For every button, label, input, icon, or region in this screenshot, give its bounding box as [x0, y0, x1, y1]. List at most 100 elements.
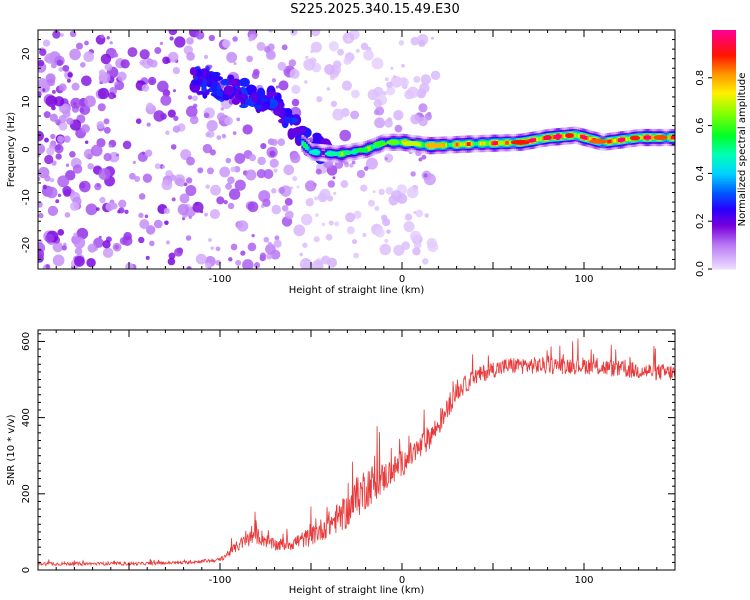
noise-blob	[62, 185, 72, 196]
noise-blob	[109, 41, 113, 45]
chart-title: S225.2025.340.15.49.E30	[290, 2, 460, 17]
signal-band-segment	[468, 142, 472, 146]
noise-blob	[300, 261, 304, 265]
noise-blob	[285, 188, 290, 193]
noise-blob	[419, 82, 430, 94]
noise-blob	[271, 188, 277, 194]
signal-band-segment	[541, 136, 545, 141]
noise-blob	[260, 97, 269, 102]
colorbar-segment	[712, 187, 736, 190]
noise-blob	[67, 72, 73, 78]
noise-blob	[103, 118, 110, 125]
signal-band-segment	[443, 143, 447, 147]
noise-blob	[96, 183, 100, 188]
colorbar-segment	[712, 41, 736, 45]
noise-blob	[123, 231, 132, 241]
colorbar-segment	[712, 171, 736, 174]
colorbar-segment	[712, 195, 736, 198]
signal-band-segment	[556, 134, 560, 139]
colorbar-segment	[712, 30, 736, 33]
colorbar-segment	[712, 155, 736, 159]
noise-blob	[87, 243, 97, 253]
noise-blob	[363, 166, 369, 171]
noise-blob	[203, 54, 209, 60]
colorbar-segment	[712, 251, 736, 254]
colorbar-segment	[712, 39, 736, 43]
signal-band-segment	[552, 135, 556, 139]
colorbar-segment	[712, 233, 736, 236]
noise-blob	[209, 149, 216, 156]
noise-blob	[413, 241, 422, 249]
noise-blob	[256, 87, 266, 99]
colorbar-segment	[712, 47, 736, 51]
signal-peak	[324, 151, 341, 157]
noise-blob	[341, 80, 352, 91]
signal-band-segment	[366, 146, 370, 151]
noise-blob	[51, 89, 56, 94]
signal-band-segment	[485, 141, 489, 146]
noise-blob	[255, 104, 263, 110]
signal-peak	[510, 139, 530, 145]
noise-blob	[97, 87, 110, 100]
noise-blob	[169, 174, 176, 181]
noise-blob	[216, 196, 225, 205]
colorbar-segment	[712, 97, 736, 101]
noise-blob	[418, 40, 426, 48]
noise-blob	[95, 207, 100, 212]
noise-blob	[205, 132, 211, 138]
noise-blob	[260, 143, 267, 150]
noise-blob	[233, 61, 237, 66]
noise-blob	[274, 235, 280, 241]
noise-blob	[349, 163, 354, 168]
noise-blob	[72, 164, 83, 174]
noise-blob	[257, 156, 266, 166]
colorbar-segment	[712, 253, 736, 256]
noise-blob	[79, 104, 91, 115]
noise-blob	[222, 39, 231, 49]
noise-blob	[290, 152, 301, 164]
signal-band-segment	[497, 141, 501, 145]
colorbar-segment	[712, 179, 736, 182]
signal-band-segment	[587, 136, 590, 141]
noise-blob	[385, 186, 394, 195]
signal-band-segment	[576, 133, 580, 138]
noise-blob	[52, 254, 65, 267]
noise-blob	[206, 120, 218, 132]
noise-blob	[234, 152, 246, 164]
noise-blob	[251, 233, 255, 238]
noise-blob	[322, 256, 327, 262]
noise-blob	[295, 128, 307, 134]
noise-blob	[102, 247, 114, 258]
colorbar-segment	[712, 53, 736, 57]
noise-blob	[219, 166, 231, 178]
colorbar-segment	[712, 61, 736, 65]
signal-band-segment	[401, 140, 405, 145]
spectrogram-x-tick-label: -100	[209, 274, 232, 285]
signal-band-segment	[616, 138, 620, 143]
signal-band-segment	[319, 150, 323, 155]
noise-blob	[62, 64, 70, 72]
colorbar-segment	[712, 33, 736, 37]
noise-blob	[187, 95, 193, 100]
signal-band-segment	[465, 142, 469, 147]
noise-blob	[144, 214, 149, 219]
signal-band-segment	[352, 149, 356, 154]
noise-blob	[204, 89, 210, 96]
signal-band-segment	[649, 135, 652, 140]
noise-blob	[334, 221, 340, 227]
colorbar-segment	[712, 157, 736, 161]
colorbar-segment	[712, 247, 736, 250]
noise-blob	[58, 122, 68, 131]
noise-blob	[148, 76, 157, 86]
noise-blob	[230, 166, 236, 173]
noise-blob	[81, 75, 92, 87]
spectrogram-y-tick-label: 10	[21, 95, 32, 108]
noise-blob	[350, 89, 360, 99]
noise-blob	[183, 182, 188, 187]
noise-blob	[224, 116, 233, 126]
signal-band-segment	[608, 139, 612, 144]
colorbar-segment	[712, 67, 736, 71]
noise-blob	[102, 240, 111, 249]
signal-band-segment	[454, 142, 458, 147]
colorbar-segment	[712, 231, 736, 234]
